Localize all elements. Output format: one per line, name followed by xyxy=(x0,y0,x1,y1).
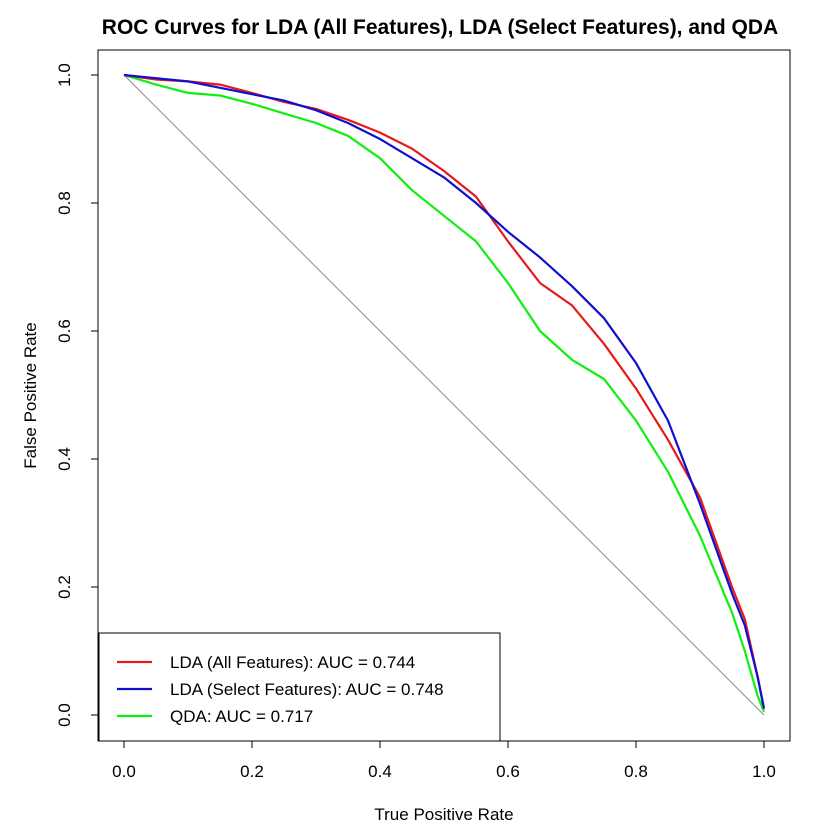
y-axis-label: False Positive Rate xyxy=(21,322,40,468)
series-line-2 xyxy=(123,73,766,713)
series-line-0 xyxy=(123,73,766,709)
legend-entry-label: QDA: AUC = 0.717 xyxy=(170,707,313,726)
legend-box xyxy=(98,632,501,742)
x-axis: 0.0 0.2 0.4 0.6 0.8 1.0 xyxy=(112,741,776,781)
y-tick-label: 0.0 xyxy=(55,703,74,727)
x-tick-label: 0.8 xyxy=(624,762,648,781)
reference-diagonal-line xyxy=(123,74,765,716)
chart-title: ROC Curves for LDA (All Features), LDA (… xyxy=(102,16,778,39)
x-tick-label: 0.6 xyxy=(496,762,520,781)
x-axis-label: True Positive Rate xyxy=(374,805,513,824)
y-tick-label: 0.8 xyxy=(55,191,74,215)
y-tick-label: 1.0 xyxy=(55,63,74,87)
y-tick-label: 0.4 xyxy=(55,447,74,471)
x-tick-label: 0.4 xyxy=(368,762,392,781)
x-tick-label: 0.2 xyxy=(240,762,264,781)
x-tick-label: 0.0 xyxy=(112,762,136,781)
legend-entry-label: LDA (All Features): AUC = 0.744 xyxy=(170,653,415,672)
legend-entry-label: LDA (Select Features): AUC = 0.748 xyxy=(170,680,444,699)
y-tick-label: 0.6 xyxy=(55,319,74,343)
y-axis: 0.0 0.2 0.4 0.6 0.8 1.0 xyxy=(55,63,98,727)
y-tick-label: 0.2 xyxy=(55,575,74,599)
series-layer xyxy=(123,73,766,713)
series-line-1 xyxy=(123,73,766,709)
x-tick-label: 1.0 xyxy=(752,762,776,781)
legend: LDA (All Features): AUC = 0.744 LDA (Sele… xyxy=(98,632,501,742)
